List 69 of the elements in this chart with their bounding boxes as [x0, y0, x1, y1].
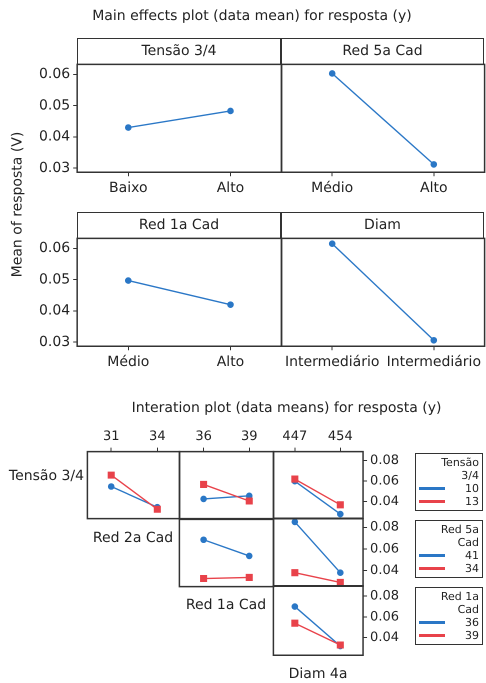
y-axis-title: Mean of resposta (V) — [10, 130, 26, 280]
x-tick-label: Baixo — [108, 180, 148, 196]
x-tick-label: Intermediário — [386, 354, 481, 370]
point — [291, 518, 298, 526]
legend-label: 10 — [465, 482, 479, 495]
y-tick-label: 0.05 — [38, 96, 70, 113]
point — [336, 570, 344, 576]
y2-tick-label: 0.04 — [370, 563, 399, 578]
x-tick-label: Intermediário — [284, 354, 380, 370]
x-tick-label: 34 — [148, 430, 166, 445]
y2-tick-label: 0.06 — [370, 474, 399, 489]
x-tick-label: Alto — [216, 354, 244, 370]
y2-tick-label: 0.06 — [370, 610, 399, 625]
legend-title: Tensão 3/4 — [440, 456, 479, 482]
chart-title: Main effects plot (data mean) for resposta (y) — [91, 8, 413, 25]
point — [200, 574, 207, 582]
y-axis-title: Tensão 3/4 — [8, 468, 84, 485]
point — [290, 620, 298, 627]
x-axis-title: Red 5a Cad — [281, 38, 484, 64]
legend-title: Red 5a Cad — [440, 523, 479, 549]
x-axis-title: Red 1a Cad — [184, 597, 268, 613]
point — [336, 502, 344, 509]
point — [153, 506, 160, 514]
y2-tick-label: 0.08 — [370, 588, 399, 604]
y-tick-label: 0.06 — [38, 240, 70, 256]
point — [290, 569, 298, 576]
x-axis-title: Tensão 3/4 — [77, 38, 281, 64]
y2-tick-label: 0.08 — [370, 453, 399, 468]
point — [336, 511, 344, 518]
legend-title: Red 1a Cad — [440, 590, 479, 616]
y-tick-label: 0.03 — [38, 333, 70, 350]
y-tick-label: 0.03 — [38, 159, 70, 176]
y-tick-label: 0.04 — [38, 302, 70, 318]
x-axis-title: Diam — [281, 212, 484, 238]
point — [291, 603, 298, 610]
x-tick-label: 31 — [102, 430, 120, 445]
legend-label: 36 — [465, 616, 479, 629]
x-tick-label: Médio — [107, 354, 150, 370]
y2-tick-label: 0.04 — [370, 630, 399, 646]
x-tick-label: 39 — [240, 430, 258, 445]
x-tick-label: 36 — [194, 430, 212, 445]
legend-label: 39 — [465, 629, 479, 642]
point — [107, 472, 114, 480]
point — [200, 496, 206, 503]
y-tick-label: 0.04 — [38, 128, 70, 144]
point — [245, 498, 252, 505]
x-axis-title: Red 2a Cad — [92, 530, 174, 546]
y-tick-label: 0.06 — [38, 66, 70, 82]
point — [200, 481, 207, 488]
y2-tick-label: 0.08 — [370, 520, 399, 535]
point — [200, 536, 206, 543]
point — [245, 574, 252, 581]
legend-label: 13 — [465, 495, 479, 508]
x-axis-title: Red 1a Cad — [77, 212, 281, 238]
text: 34 — [465, 562, 479, 575]
x-tick-label: 447 — [282, 430, 307, 445]
text: Interation plot (data means) for resposta (y) — [130, 400, 442, 417]
x-tick-label: 454 — [327, 430, 352, 445]
x-tick-label: Alto — [420, 180, 448, 196]
point — [246, 552, 252, 559]
point — [290, 476, 298, 484]
x-axis-title: Diam 4a — [288, 666, 348, 682]
y2-tick-label: 0.06 — [370, 542, 399, 556]
text: 41 — [465, 549, 479, 562]
point — [108, 484, 114, 490]
y-tick-label: 0.05 — [38, 270, 70, 287]
x-tick-label: Médio — [310, 180, 353, 196]
y2-tick-label: 0.04 — [370, 494, 399, 510]
x-tick-label: Alto — [216, 180, 244, 196]
